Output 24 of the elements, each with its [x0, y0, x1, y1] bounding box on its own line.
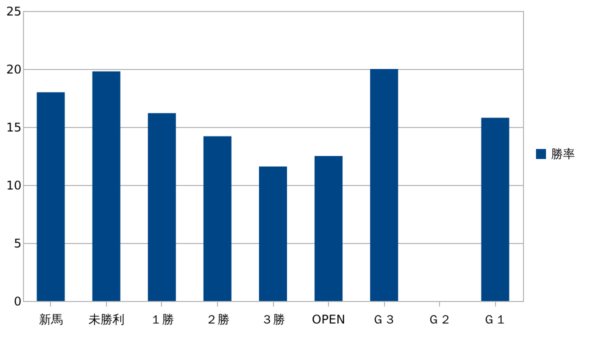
bar	[148, 113, 176, 301]
x-tick-label: Ｇ３	[372, 312, 396, 326]
bar	[92, 71, 120, 301]
x-tick-label: OPEN	[312, 312, 346, 326]
x-tick-label: Ｇ１	[483, 312, 508, 326]
x-tick-label: ３勝	[261, 312, 285, 326]
bar	[36, 92, 65, 301]
y-tick-label: 25	[6, 4, 22, 18]
x-tick-label: １勝	[150, 312, 174, 326]
y-tick-label: 0	[14, 294, 22, 308]
y-tick-label: 5	[14, 236, 22, 250]
x-tick-label: 新馬	[38, 312, 63, 326]
bar	[314, 156, 343, 301]
y-tick-label: 15	[6, 120, 22, 134]
bar	[203, 136, 232, 301]
bar	[259, 166, 287, 301]
y-tick-label: 10	[6, 178, 22, 192]
x-tick-label: 未勝利	[88, 312, 124, 326]
legend-label: 勝率	[551, 147, 575, 161]
bar	[481, 118, 510, 301]
x-tick-label: Ｇ２	[428, 312, 452, 326]
x-tick-label: ２勝	[205, 312, 230, 326]
y-tick-label: 20	[6, 62, 22, 76]
bar	[370, 69, 398, 301]
